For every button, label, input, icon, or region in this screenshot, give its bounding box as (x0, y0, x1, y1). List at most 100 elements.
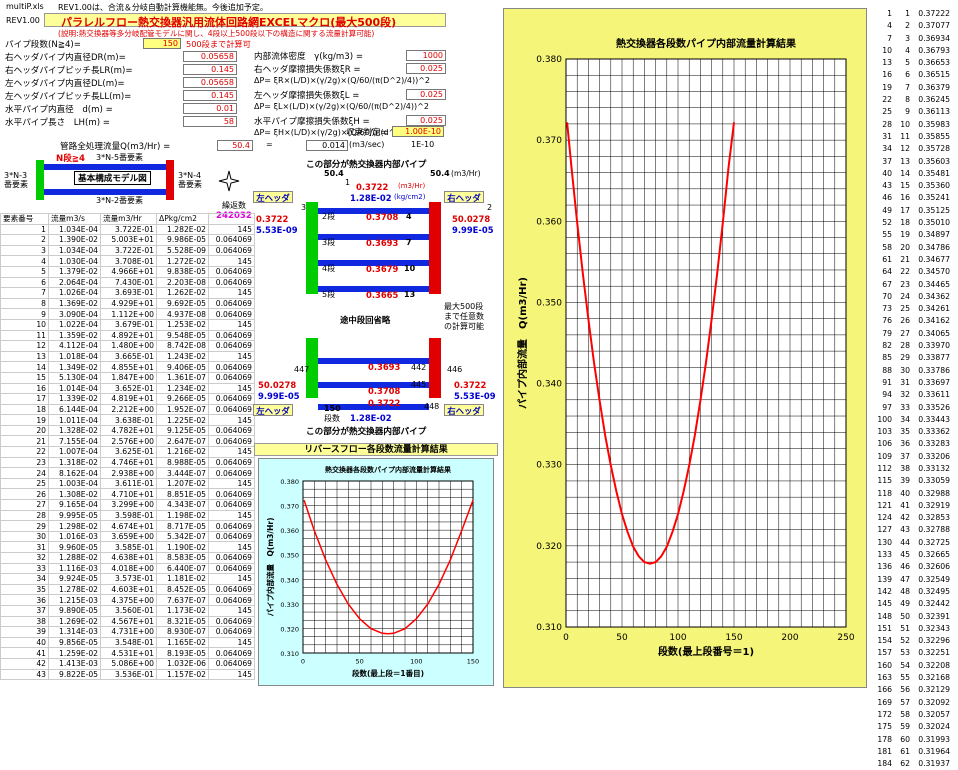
table-cell[interactable]: 145 (208, 318, 255, 331)
table-cell[interactable]: 145 (208, 414, 255, 426)
table-cell[interactable]: 7 (0, 287, 49, 299)
table-cell[interactable]: 1.216E-02 (156, 446, 209, 458)
table-cell[interactable]: 1.272E-02 (156, 255, 209, 267)
table-cell[interactable]: 1.318E-02 (48, 456, 101, 469)
table-cell[interactable]: 8.452E-05 (156, 583, 209, 596)
d-input[interactable]: 0.01 (183, 103, 237, 114)
dl-input[interactable]: 0.05658 (183, 77, 237, 88)
table-cell[interactable]: 35 (0, 583, 49, 596)
table-cell[interactable]: 9.406E-05 (156, 361, 209, 373)
table-cell[interactable]: 1.034E-04 (48, 223, 101, 236)
dr-input[interactable]: 0.05658 (183, 51, 237, 62)
table-cell[interactable]: 25 (0, 477, 49, 490)
table-cell[interactable]: 9.692E-05 (156, 297, 209, 310)
table-cell[interactable]: 20 (0, 424, 49, 437)
table-cell[interactable]: 0.064069 (208, 393, 255, 405)
table-cell[interactable]: 4.937E-08 (156, 308, 209, 320)
table-cell[interactable]: 1.952E-07 (156, 403, 209, 416)
table-cell[interactable]: 10 (0, 318, 49, 331)
xir-input[interactable]: 0.025 (406, 63, 446, 74)
lh-input[interactable]: 58 (183, 116, 237, 127)
table-cell[interactable]: 145 (208, 350, 255, 363)
table-cell[interactable]: 28 (0, 509, 49, 522)
table-cell[interactable]: 4.746E+01 (100, 456, 157, 469)
table-cell[interactable]: 40 (0, 636, 49, 649)
table-cell[interactable]: 0.064069 (208, 499, 255, 511)
table-cell[interactable]: 1.359E-02 (48, 329, 101, 342)
table-cell[interactable]: 4.603E+01 (100, 583, 157, 596)
table-cell[interactable]: 8.930E-07 (156, 626, 209, 638)
table-cell[interactable]: 4.638E+01 (100, 552, 157, 564)
table-cell[interactable]: 1.269E-02 (48, 615, 101, 628)
table-cell[interactable]: 21 (0, 435, 49, 448)
table-cell[interactable]: 3.444E-07 (156, 467, 209, 479)
table-cell[interactable]: 2.576E+00 (100, 435, 157, 448)
table-cell[interactable]: 3 (0, 244, 49, 257)
table-cell[interactable]: 1.328E-02 (48, 424, 101, 437)
table-cell[interactable]: 3.573E-01 (100, 573, 157, 585)
table-cell[interactable]: 1.847E+00 (100, 371, 157, 384)
table-cell[interactable]: 3.560E-01 (100, 604, 157, 617)
table-cell[interactable]: 1.112E+00 (100, 308, 157, 320)
table-cell[interactable]: 4.892E+01 (100, 329, 157, 342)
table-cell[interactable]: 9.890E-05 (48, 604, 101, 617)
table-cell[interactable]: 33 (0, 562, 49, 575)
table-cell[interactable]: 7.430E-01 (100, 276, 157, 289)
table-cell[interactable]: 1.234E-02 (156, 382, 209, 395)
table-cell[interactable]: 145 (208, 604, 255, 617)
table-cell[interactable]: 3.659E+00 (100, 530, 157, 543)
table-cell[interactable]: 39 (0, 626, 49, 638)
table-cell[interactable]: 9.165E-04 (48, 499, 101, 511)
convergence-input[interactable]: 1.00E-10 (392, 126, 444, 137)
table-cell[interactable]: 0.064069 (208, 647, 255, 659)
table-cell[interactable]: 11 (0, 329, 49, 342)
table-cell[interactable]: 4.731E+00 (100, 626, 157, 638)
table-cell[interactable]: 8.742E-08 (156, 340, 209, 352)
table-cell[interactable]: 0.064069 (208, 361, 255, 373)
table-cell[interactable]: 5.086E+00 (100, 657, 157, 670)
table-cell[interactable]: 27 (0, 499, 49, 511)
table-cell[interactable]: 3.299E+00 (100, 499, 157, 511)
table-cell[interactable]: 4 (0, 255, 49, 267)
table-cell[interactable]: 145 (208, 477, 255, 490)
table-cell[interactable]: 9.838E-05 (156, 265, 209, 278)
table-cell[interactable]: 3.090E-04 (48, 308, 101, 320)
table-cell[interactable]: 1.369E-02 (48, 297, 101, 310)
table-cell[interactable]: 9.266E-05 (156, 393, 209, 405)
table-cell[interactable]: 145 (208, 668, 255, 681)
table-cell[interactable]: 5.130E-04 (48, 371, 101, 384)
table-cell[interactable]: 19 (0, 414, 49, 426)
table-cell[interactable]: 145 (208, 287, 255, 299)
table-cell[interactable]: 1.026E-04 (48, 287, 101, 299)
table-cell[interactable]: 29 (0, 520, 49, 532)
table-cell[interactable]: 3.548E-01 (100, 636, 157, 649)
table-cell[interactable]: 145 (208, 573, 255, 585)
table-cell[interactable]: 1.259E-02 (48, 647, 101, 659)
table-cell[interactable]: 145 (208, 255, 255, 267)
table-cell[interactable]: 8.321E-05 (156, 615, 209, 628)
table-cell[interactable]: 32 (0, 552, 49, 564)
table-cell[interactable]: 1.379E-02 (48, 265, 101, 278)
table-cell[interactable]: 4.855E+01 (100, 361, 157, 373)
table-cell[interactable]: 1.288E-02 (48, 552, 101, 564)
table-cell[interactable]: 4.929E+01 (100, 297, 157, 310)
table-cell[interactable]: 5.003E+01 (100, 234, 157, 246)
total-flow-input[interactable]: 50.4 (217, 140, 253, 151)
table-cell[interactable]: 1.016E-03 (48, 530, 101, 543)
table-cell[interactable]: 36 (0, 594, 49, 606)
table-cell[interactable]: 2 (0, 234, 49, 246)
table-cell[interactable]: 1.225E-02 (156, 414, 209, 426)
table-cell[interactable]: 1.011E-04 (48, 414, 101, 426)
table-cell[interactable]: 3.722E-01 (100, 223, 157, 236)
table-cell[interactable]: 1.003E-04 (48, 477, 101, 490)
table-cell[interactable]: 4.710E+01 (100, 488, 157, 501)
table-cell[interactable]: 8.851E-05 (156, 488, 209, 501)
table-cell[interactable]: 15 (0, 371, 49, 384)
table-cell[interactable]: 2.938E+00 (100, 467, 157, 479)
table-cell[interactable]: 1.007E-04 (48, 446, 101, 458)
table-cell[interactable]: 2.203E-08 (156, 276, 209, 289)
table-cell[interactable]: 1.190E-02 (156, 541, 209, 553)
table-cell[interactable]: 9 (0, 308, 49, 320)
table-cell[interactable]: 0.064069 (208, 552, 255, 564)
table-cell[interactable]: 2.064E-04 (48, 276, 101, 289)
